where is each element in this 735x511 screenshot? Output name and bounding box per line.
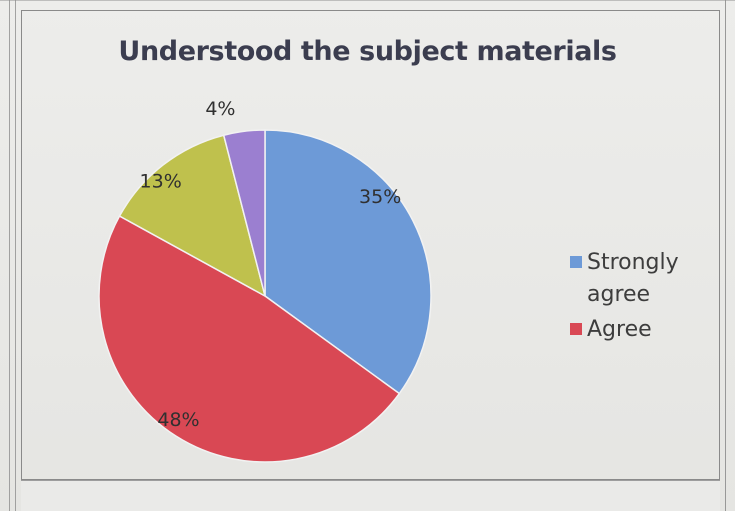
pie-slice-4 <box>222 129 266 297</box>
pie-data-labels: 35% 48% 13% 4% <box>140 98 402 431</box>
chart-legend: Strongly agree Agree <box>570 247 700 346</box>
legend-swatch-agree <box>570 323 582 335</box>
legend-label-strongly-agree: Strongly agree <box>587 250 679 307</box>
legend-item-agree: Agree <box>570 314 700 346</box>
pie-slice-2 <box>98 215 401 463</box>
chart-title: Understood the subject materials <box>118 36 617 67</box>
legend-label-agree: Agree <box>587 317 652 342</box>
bottom-strip <box>21 480 720 511</box>
pie-label-4: 4% <box>205 98 235 120</box>
pie-slices <box>98 129 432 463</box>
pie-label-2: 48% <box>157 409 199 431</box>
top-border-line <box>0 0 735 1</box>
pie-slice-1 <box>264 129 432 395</box>
legend-swatch-strongly-agree <box>570 256 582 268</box>
left-margin-line-2 <box>15 0 16 511</box>
pie-label-1: 35% <box>359 186 401 208</box>
left-margin-line-1 <box>9 0 10 511</box>
legend-item-strongly-agree: Strongly agree <box>570 247 700 311</box>
right-margin-line <box>725 0 726 511</box>
chart-frame <box>21 10 720 480</box>
pie-slice-3 <box>118 134 267 298</box>
pie-label-3: 13% <box>140 170 182 192</box>
